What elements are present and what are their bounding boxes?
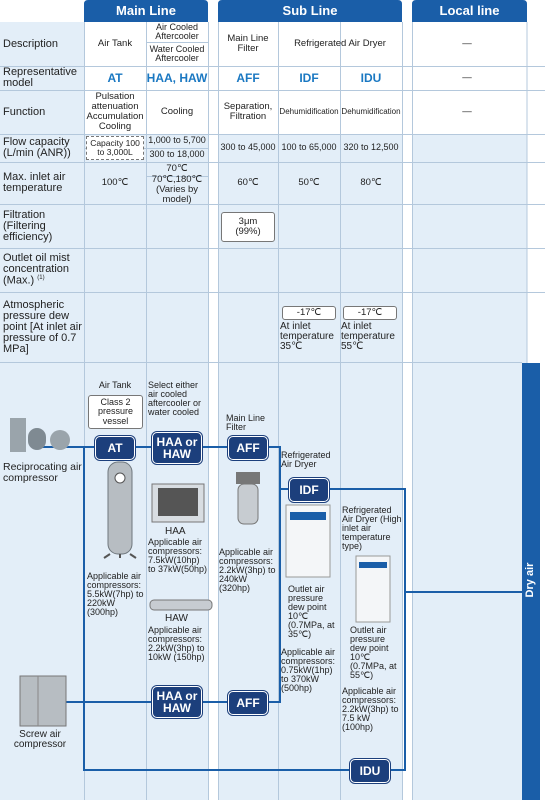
badge: AFF [228,436,268,460]
label-column [0,22,84,800]
cell: -17℃ [343,306,397,320]
badge: AT [95,436,135,460]
row-label: Max. inlet air temperature [3,171,66,194]
badge: HAA or HAW [152,686,202,718]
cell: Capacity 100 to 3,000L [86,136,144,160]
row-label: Description [3,37,59,50]
label-text: Outlet oil mist concentration (Max.) [3,252,70,287]
cell-bg [412,134,527,800]
cell: 60℃ [237,177,259,189]
cell: Water Cooled Aftercooler [149,43,205,63]
model: AT [107,70,123,85]
label: Applicable air compressors: 2.2kW(3hp) t… [342,686,399,732]
cell: — [462,72,472,84]
label: Applicable air compressors: 5.5kW(7hp) t… [87,571,144,617]
equipment-illustrations [10,418,391,727]
cell: -17℃ [282,306,336,320]
cell: Separation, Filtration [223,101,273,122]
cell-bg [218,22,402,134]
label: Refrigerated Air Dryer (High inlet air t… [342,505,402,551]
badge: HAA or HAW [152,432,202,464]
row-label: Atmospheric pressure dew point [At inlet… [3,298,82,355]
cell: 3μm (99%) [221,212,275,242]
cell: 320 to 12,500 [343,142,399,153]
cell: Pulsation attenuation Accumulation Cooli… [86,91,144,132]
label: Class 2 pressure vessel [88,395,143,429]
label: Outlet air pressure dew point 10℃ (0.7MP… [350,625,397,680]
cell: 80℃ [360,177,382,189]
cell: — [462,106,472,118]
cell: Main Line Filter [227,33,269,54]
label: Applicable air compressors: 0.75kW(1hp) … [281,647,336,693]
row-label: Representative model [3,66,77,89]
cell: 300 to 18,000 [149,149,205,160]
label: Screw air compressor [13,729,67,750]
badge: IDF [289,478,329,502]
footnote-ref: (1) [37,275,45,282]
row-label: Function [3,105,46,118]
label: Main Line Filter [226,413,266,432]
label: Reciprocating air compressor [3,461,82,484]
header-sub-line: Sub Line [282,3,338,19]
label: Select either air cooled aftercooler or … [148,380,202,417]
cell: 1,000 to 5,700 [148,135,206,146]
grid [0,22,545,800]
model: IDU [360,70,382,85]
badge: IDU [350,759,390,783]
cell: Refrigerated Air Dryer [294,38,386,50]
badge: AFF [228,691,268,715]
dry-air-label: Dry air [524,562,537,598]
cell: 50℃ [298,177,320,189]
label: Applicable air compressors: 2.2kW(3hp) t… [148,625,205,662]
cell: 100℃ [101,177,129,189]
cell-bg [218,134,402,800]
cell: Dehumidification [341,106,401,116]
header-local-line: Local line [439,3,500,19]
model: HAA, HAW [146,70,208,85]
cell-note: At inlet temperature 55℃ [341,321,395,352]
cell: Air Tank [97,38,133,50]
label: Refrigerated Air Dryer [281,450,331,469]
row-label: Filtration (Filtering efficiency) [3,208,53,243]
cell: Cooling [160,106,194,118]
label: Applicable air compressors: 2.2kW(3hp) t… [219,547,276,593]
row-label: Outlet oil mist concentration (Max.) (1) [0,248,84,292]
header-main-line: Main Line [116,3,176,19]
label: Outlet air pressure dew point 10℃ (0.7MP… [288,584,335,639]
cell: 300 to 45,000 [220,142,276,153]
label: Air Tank [98,380,132,390]
model: AFF [236,70,260,85]
cell: Dehumidification [279,106,339,116]
header-tab [84,0,527,22]
dry-air-band [522,363,540,800]
cell: 70℃,180℃ (Varies by model) [151,174,203,205]
label: HAA [165,526,186,537]
cell-note: At inlet temperature 35℃ [280,321,334,352]
cell-bg [412,22,527,134]
cell: 100 to 65,000 [281,142,337,153]
row-label: Flow capacity (L/min (ANR)) [3,136,71,159]
cell: Air Cooled Aftercooler [155,21,199,41]
cell: — [462,38,472,50]
label: Applicable air compressors: 7.5kW(10hp) … [148,537,208,574]
cell: 70℃ [166,163,188,175]
label: HAW [165,613,188,624]
model: IDF [299,70,319,85]
